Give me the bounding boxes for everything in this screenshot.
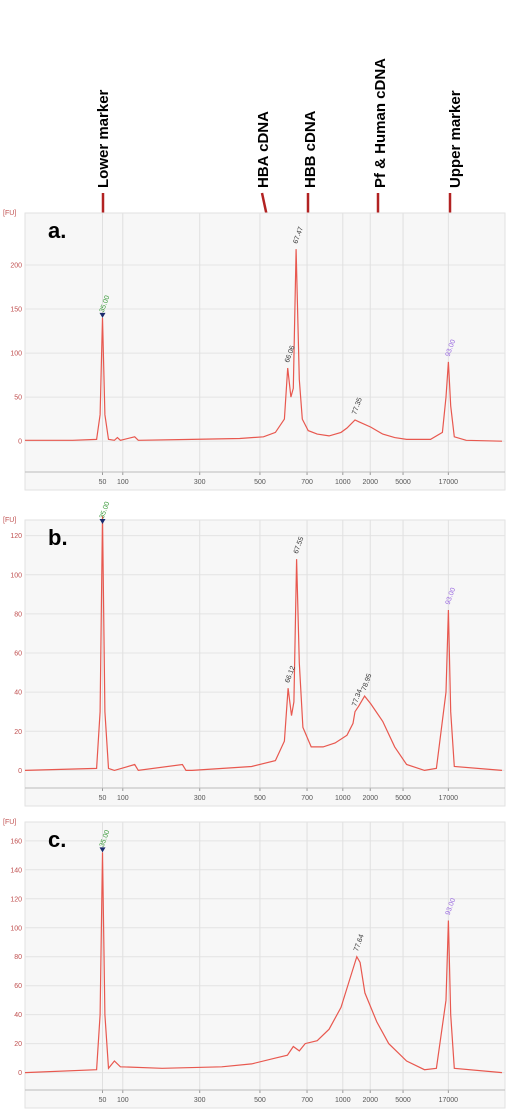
x-tick-label: 50 [99, 479, 107, 486]
y-tick-label: 200 [10, 262, 22, 269]
trace [25, 852, 503, 1074]
x-tick-label: 2000 [362, 795, 378, 802]
annotation: HBB cDNA [302, 110, 319, 188]
trace [25, 516, 503, 772]
panel: 0 20 40 60 80 100 120 140 160 50 100 300 500 700 1000 2… [3, 819, 506, 1109]
panel: 0 20 40 60 80 100 120 50 100 300 500 700 1000 2000 500… [3, 501, 506, 807]
x-tick-label: 5000 [395, 1097, 411, 1104]
x-tick-label: 5000 [395, 795, 411, 802]
x-tick-label: 700 [301, 479, 313, 486]
x-tick-label: 1000 [335, 795, 351, 802]
peak-marker [99, 312, 106, 318]
x-tick-label: 1000 [335, 479, 351, 486]
x-tick-label: 1000 [335, 1097, 351, 1104]
x-tick-label: 700 [301, 795, 313, 802]
x-tick-label: 500 [254, 1097, 266, 1104]
peak-marker [99, 847, 106, 853]
x-tick-label: 2000 [362, 1097, 378, 1104]
x-tick-label: 300 [194, 795, 206, 802]
y-tick-label: 100 [10, 572, 22, 579]
y-tick-label: 80 [14, 954, 22, 961]
y-tick-label: 140 [10, 867, 22, 874]
x-tick-label: 500 [254, 479, 266, 486]
y-tick-label: 60 [14, 983, 22, 990]
annotation: Upper marker [447, 90, 464, 188]
panel-label: a. [48, 218, 66, 243]
x-tick-label: 17000 [439, 1097, 459, 1104]
y-tick-label: 20 [14, 1041, 22, 1048]
plot-background [24, 212, 506, 491]
annotation: Pf & Human cDNA [372, 58, 389, 188]
annotation: HBA cDNA [255, 111, 272, 188]
panel-label: c. [48, 827, 66, 852]
panel-label: b. [48, 525, 68, 550]
y-tick-label: 120 [10, 896, 22, 903]
y-tick-label: 120 [10, 533, 22, 540]
x-tick-label: 300 [194, 1097, 206, 1104]
y-tick-label: 100 [10, 925, 22, 932]
x-tick-label: 100 [117, 479, 129, 486]
plot-background [24, 519, 506, 807]
y-tick-label: 40 [14, 690, 22, 697]
y-tick-label: 50 [14, 395, 22, 402]
panel: 0 50 100 150 200 50 100 300 500 700 1000 2000 5000 17… [3, 210, 506, 491]
y-tick-label: 0 [18, 1070, 22, 1077]
x-tick-label: 5000 [395, 479, 411, 486]
x-tick-label: 300 [194, 479, 206, 486]
peak-marker [99, 519, 106, 524]
y-tick-label: 40 [14, 1012, 22, 1019]
x-tick-label: 2000 [362, 479, 378, 486]
x-tick-label: 17000 [439, 795, 459, 802]
x-tick-label: 100 [117, 795, 129, 802]
x-tick-label: 500 [254, 795, 266, 802]
peak-label: 35.00 [99, 501, 112, 520]
trace [25, 249, 503, 442]
y-tick-label: 0 [18, 439, 22, 446]
y-tick-label: 160 [10, 838, 22, 845]
y-axis-label: [FU] [3, 819, 16, 826]
y-tick-label: 100 [10, 351, 22, 358]
x-tick-label: 17000 [439, 479, 459, 486]
x-tick-label: 50 [99, 1097, 107, 1104]
x-tick-label: 50 [99, 795, 107, 802]
y-tick-label: 0 [18, 768, 22, 775]
y-axis-label: [FU] [3, 517, 16, 524]
y-tick-label: 80 [14, 611, 22, 618]
y-tick-label: 20 [14, 729, 22, 736]
y-tick-label: 60 [14, 651, 22, 658]
x-tick-label: 700 [301, 1097, 313, 1104]
annotation: Lower marker [95, 89, 112, 188]
x-tick-label: 100 [117, 1097, 129, 1104]
y-tick-label: 150 [10, 307, 22, 314]
y-axis-label: [FU] [3, 210, 16, 217]
